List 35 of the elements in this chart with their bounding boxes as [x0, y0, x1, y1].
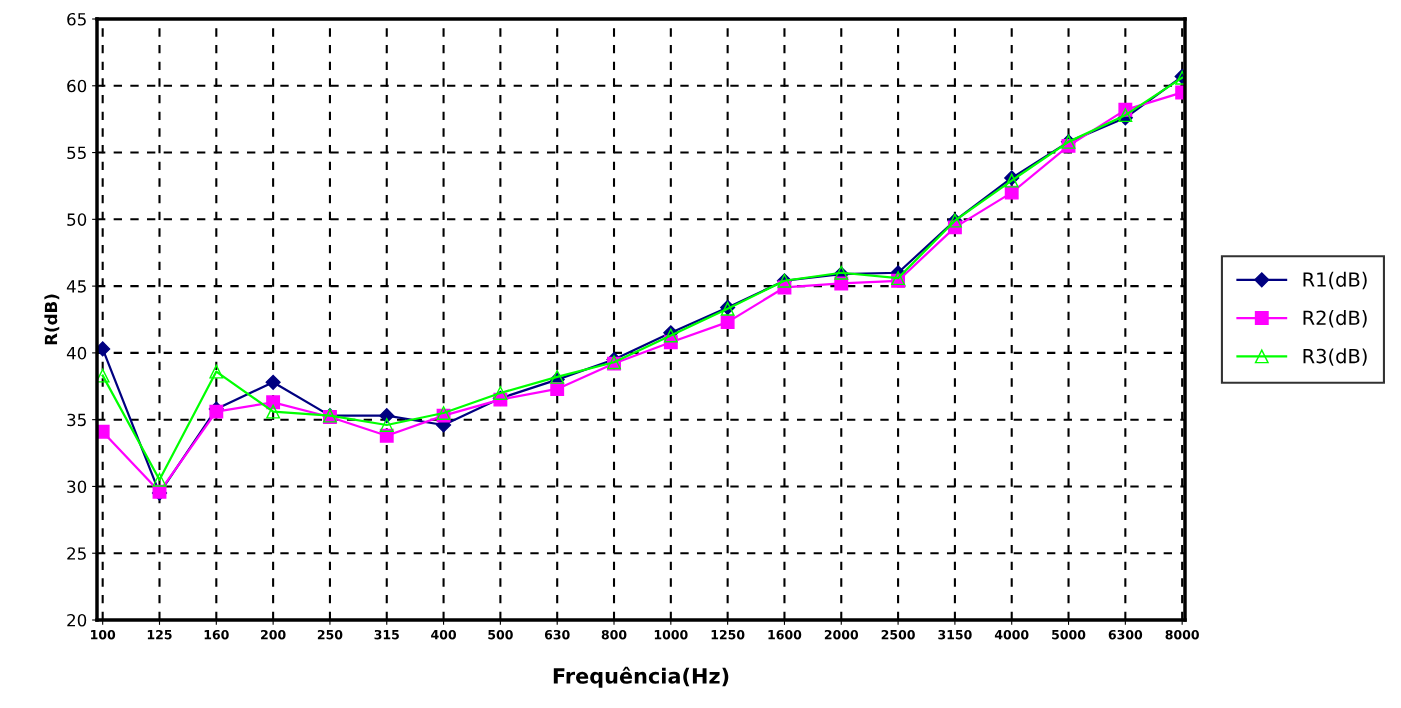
- x-tick-label: 1600: [768, 629, 802, 640]
- x-tick-label: 400: [431, 629, 457, 640]
- x-tick-label: 2000: [824, 629, 859, 640]
- x-tick-label: 8000: [1165, 629, 1199, 640]
- x-tick-label: 800: [601, 629, 627, 640]
- x-tick-label: 630: [544, 629, 570, 640]
- x-axis-title: Frequência(Hz): [553, 666, 729, 688]
- y-tick-label: 55: [67, 146, 86, 160]
- y-tick-label: 35: [67, 413, 86, 427]
- x-tick-label: 1000: [654, 629, 688, 640]
- x-tick-label: 5000: [1052, 629, 1086, 640]
- x-tick-label: 200: [261, 629, 286, 640]
- x-tick-label: 500: [488, 629, 513, 640]
- y-tick-label: 20: [67, 613, 87, 627]
- x-tick-label: 6300: [1108, 629, 1143, 640]
- y-tick-label: 30: [67, 480, 87, 494]
- x-tick-label: 315: [374, 629, 399, 640]
- legend-label: R1(dB): [1303, 271, 1367, 290]
- x-tick-label: 1250: [711, 629, 745, 640]
- x-tick-label: 250: [317, 629, 343, 640]
- x-tick-label: 4000: [994, 629, 1029, 640]
- x-tick-label: 160: [204, 629, 229, 640]
- y-tick-label: 65: [67, 12, 86, 26]
- x-tick-label: 2500: [881, 629, 915, 640]
- legend-label: R3(dB): [1303, 348, 1367, 366]
- y-tick-label: 50: [67, 213, 87, 226]
- y-tick-label: 60: [67, 79, 87, 93]
- x-tick-label: 3150: [938, 629, 972, 640]
- y-tick-label: 25: [67, 547, 86, 560]
- legend-label: R2(dB): [1303, 310, 1367, 328]
- y-axis-title: R(dB): [44, 294, 60, 345]
- x-tick-label: 100: [91, 629, 116, 640]
- y-tick-label: 40: [66, 346, 87, 360]
- x-tick-label: 125: [147, 629, 172, 640]
- y-tick-label: 45: [66, 280, 86, 293]
